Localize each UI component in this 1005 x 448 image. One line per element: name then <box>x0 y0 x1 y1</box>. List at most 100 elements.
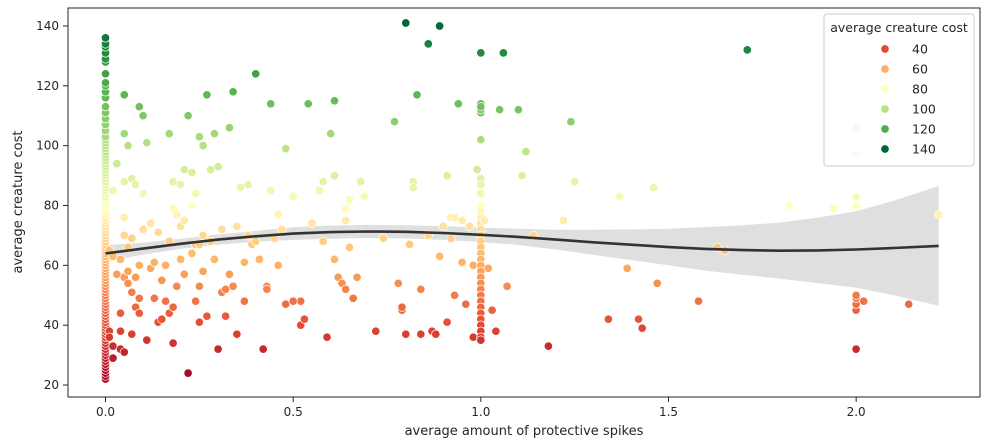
data-point <box>566 117 576 127</box>
x-tick-label: 0.5 <box>284 405 303 419</box>
data-point <box>468 260 478 270</box>
data-point <box>232 329 242 339</box>
data-point <box>633 314 644 324</box>
data-point <box>115 308 126 318</box>
data-point <box>851 290 861 300</box>
data-point <box>228 281 238 291</box>
data-point <box>472 165 482 175</box>
data-point <box>476 335 486 345</box>
data-point <box>371 326 381 336</box>
y-axis-label: average creature cost <box>11 130 26 273</box>
legend-label: 40 <box>912 42 928 57</box>
data-point <box>457 215 467 226</box>
data-point <box>408 182 418 193</box>
data-point <box>603 314 613 324</box>
data-point <box>187 168 197 178</box>
data-point <box>502 281 512 291</box>
legend: average creature cost 40 60 80 100 120 140 <box>823 13 975 167</box>
data-point <box>318 177 328 187</box>
data-point <box>191 296 201 306</box>
data-point <box>119 212 129 223</box>
data-point <box>491 326 501 336</box>
data-point <box>127 287 137 297</box>
data-point <box>108 341 118 351</box>
data-point <box>187 248 197 258</box>
data-point <box>348 293 358 303</box>
legend-marker <box>880 64 890 74</box>
plot-frame <box>67 7 981 398</box>
data-point <box>431 329 441 339</box>
legend-label: 140 <box>912 142 936 157</box>
data-point <box>442 171 452 181</box>
data-point <box>119 230 129 240</box>
data-point <box>149 257 159 267</box>
data-point <box>119 90 129 100</box>
legend-marker <box>880 104 890 114</box>
data-point <box>176 254 186 264</box>
data-point <box>476 48 486 58</box>
data-point <box>138 111 148 121</box>
legend-label: 60 <box>912 62 928 77</box>
data-point <box>138 188 148 199</box>
x-ticks: 0.0 0.5 1.0 1.5 2.0 <box>96 397 866 419</box>
y-tick-label: 60 <box>44 258 59 272</box>
data-point <box>119 177 129 187</box>
legend-title: average creature cost <box>830 20 968 35</box>
data-point <box>119 347 129 357</box>
data-point <box>615 191 625 202</box>
y-tick-label: 120 <box>36 79 59 93</box>
data-point <box>194 281 204 291</box>
data-point <box>453 99 463 109</box>
data-point <box>314 185 325 196</box>
data-point <box>239 296 249 306</box>
data-point <box>206 165 216 175</box>
data-point <box>123 266 133 276</box>
data-point <box>397 302 407 312</box>
data-point <box>934 209 944 220</box>
data-point <box>851 200 861 211</box>
data-point <box>273 260 283 270</box>
data-point <box>389 117 400 127</box>
data-point <box>146 218 156 228</box>
data-point <box>131 179 141 190</box>
data-point <box>168 302 178 312</box>
regression-line-layer <box>105 230 939 255</box>
data-point <box>281 299 291 309</box>
data-point <box>224 269 234 279</box>
data-point <box>254 254 264 264</box>
data-point <box>138 224 148 234</box>
data-point <box>179 215 189 226</box>
y-tick-label: 100 <box>36 139 59 153</box>
data-point <box>851 344 861 354</box>
data-point <box>127 329 137 339</box>
data-point <box>161 260 171 270</box>
data-point <box>344 194 355 205</box>
legend-marker <box>880 124 890 134</box>
data-point <box>457 257 467 267</box>
data-point <box>693 296 704 306</box>
data-point <box>127 233 137 243</box>
data-point <box>329 254 340 264</box>
data-point <box>296 296 306 306</box>
data-point <box>341 215 351 226</box>
data-point <box>622 263 632 273</box>
data-point <box>161 296 171 306</box>
confidence-band <box>105 186 939 306</box>
data-point <box>468 332 478 342</box>
y-ticks: 20 40 60 80 100 120 140 <box>36 19 68 392</box>
data-point <box>236 182 246 193</box>
data-point <box>168 177 178 187</box>
data-point <box>172 209 182 220</box>
data-point <box>652 278 662 288</box>
data-point <box>495 105 505 115</box>
data-point <box>442 317 452 327</box>
data-point <box>262 284 272 294</box>
data-point <box>251 69 261 79</box>
data-point <box>378 233 388 243</box>
legend-box <box>823 13 975 167</box>
data-point <box>329 96 340 106</box>
data-point <box>266 185 276 196</box>
data-point <box>134 308 144 318</box>
data-point <box>115 326 126 336</box>
